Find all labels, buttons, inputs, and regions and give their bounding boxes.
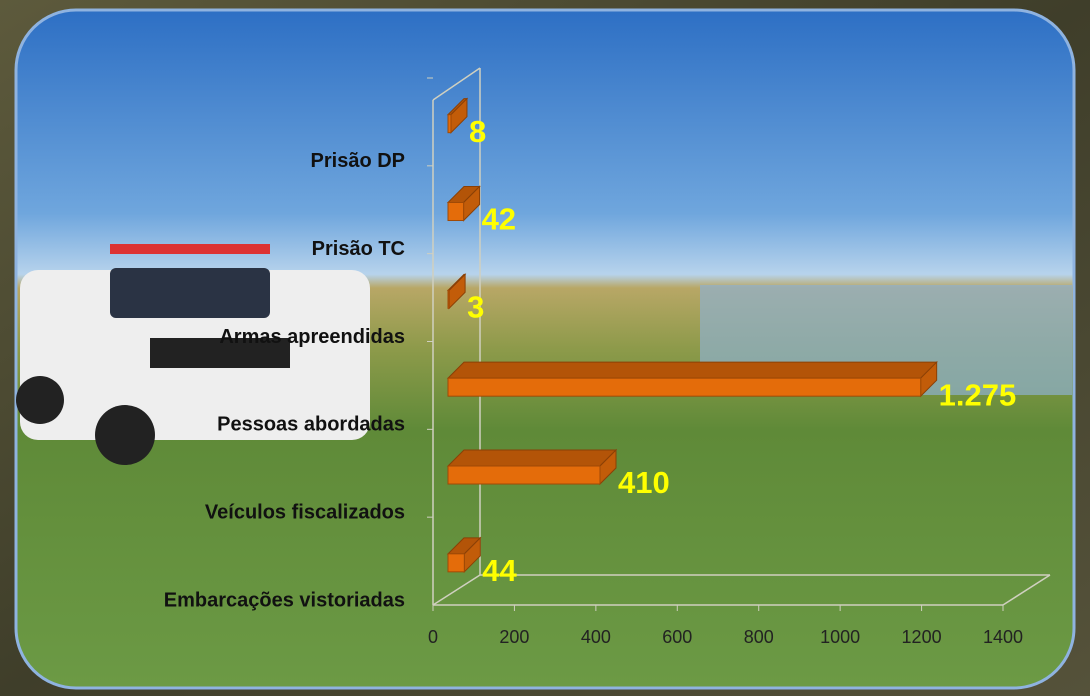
- x-tick-label: 400: [581, 627, 611, 647]
- x-tick-label: 1400: [983, 627, 1023, 647]
- bar-top: [448, 362, 937, 378]
- value-label: 3: [467, 290, 484, 325]
- bar-top: [448, 450, 616, 466]
- x-tick-label: 1200: [902, 627, 942, 647]
- y-tick-label: Veículos fiscalizados: [205, 501, 405, 523]
- value-label: 410: [618, 465, 670, 500]
- bar: [448, 115, 451, 133]
- x-tick-label: 600: [662, 627, 692, 647]
- bar: [448, 290, 449, 308]
- x-tick-label: 1000: [820, 627, 860, 647]
- x-tick-label: 200: [499, 627, 529, 647]
- x-tick-label: 800: [744, 627, 774, 647]
- bar: [448, 466, 600, 484]
- x-tick-label: 0: [428, 627, 438, 647]
- y-tick-label: Embarcações vistoriadas: [164, 589, 405, 611]
- value-label: 8: [469, 114, 486, 149]
- y-tick-label: Prisão TC: [312, 238, 405, 260]
- bar: [448, 554, 464, 572]
- bar: [448, 378, 921, 396]
- bar: [448, 203, 464, 221]
- y-tick-label: Prisão DP: [311, 150, 405, 172]
- value-label: 1.275: [939, 377, 1017, 412]
- value-label: 42: [482, 202, 516, 237]
- y-tick-label: Pessoas abordadas: [217, 414, 405, 436]
- y-tick-label: Armas apreendidas: [219, 326, 405, 348]
- chart: 0 200 400 600 800 1000 1200 1400 Prisão DP 8 Prisã…: [0, 0, 1090, 696]
- value-label: 44: [482, 553, 517, 588]
